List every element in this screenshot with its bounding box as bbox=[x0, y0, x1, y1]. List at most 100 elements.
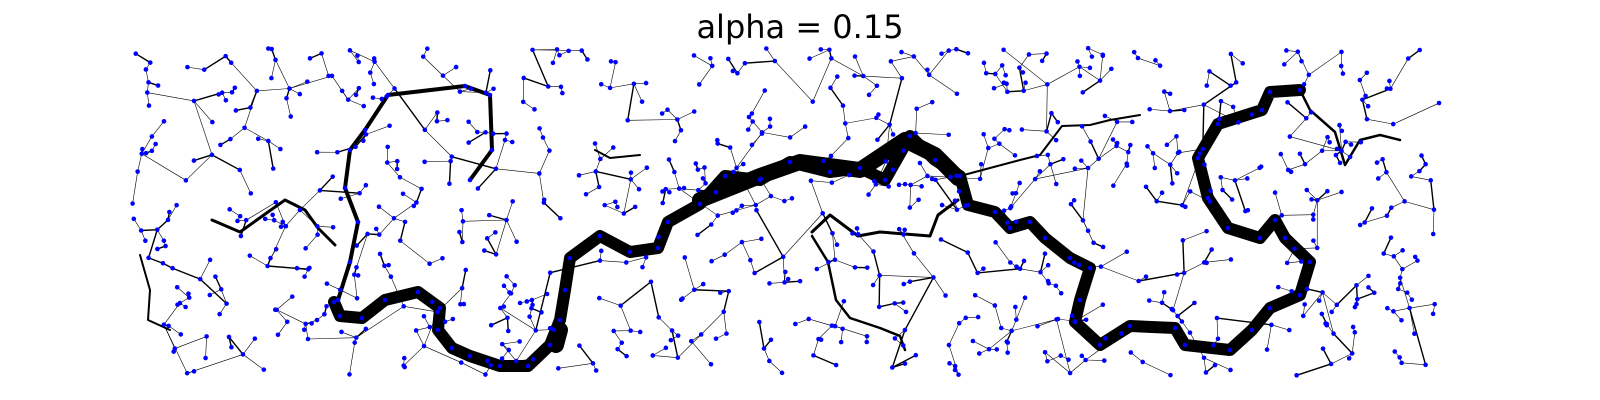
node bbox=[1389, 205, 1394, 210]
node bbox=[278, 224, 284, 230]
node bbox=[466, 140, 471, 145]
node bbox=[370, 95, 376, 100]
node bbox=[696, 82, 702, 87]
edge bbox=[1087, 47, 1103, 56]
edge bbox=[652, 347, 667, 356]
node bbox=[1125, 149, 1131, 155]
node bbox=[1055, 119, 1061, 125]
edge bbox=[137, 153, 143, 172]
node bbox=[493, 166, 499, 172]
node bbox=[802, 124, 808, 129]
node bbox=[435, 309, 440, 315]
edge bbox=[724, 241, 743, 255]
node bbox=[547, 325, 553, 331]
node bbox=[371, 56, 377, 61]
node bbox=[1100, 244, 1106, 250]
node bbox=[954, 207, 960, 213]
node bbox=[597, 233, 603, 239]
node bbox=[625, 118, 631, 123]
edge bbox=[813, 354, 837, 366]
node bbox=[382, 263, 387, 269]
edge bbox=[913, 56, 930, 76]
node bbox=[524, 299, 530, 304]
node bbox=[830, 230, 835, 236]
node bbox=[527, 314, 532, 319]
node bbox=[643, 80, 649, 86]
node bbox=[483, 130, 488, 135]
node bbox=[619, 340, 625, 346]
node bbox=[708, 222, 714, 227]
node bbox=[411, 203, 417, 209]
edge bbox=[249, 90, 258, 108]
edge bbox=[1306, 189, 1318, 201]
node bbox=[210, 119, 215, 125]
edge bbox=[919, 162, 928, 177]
node bbox=[1021, 88, 1026, 94]
node bbox=[621, 211, 627, 216]
node bbox=[420, 54, 426, 59]
edge bbox=[755, 195, 772, 206]
edge bbox=[723, 311, 727, 334]
node bbox=[165, 217, 171, 223]
node bbox=[1329, 309, 1335, 315]
edge bbox=[662, 188, 667, 204]
node bbox=[902, 361, 908, 366]
edge bbox=[1266, 324, 1272, 350]
main-flow-path bbox=[328, 84, 1316, 372]
node bbox=[666, 157, 672, 162]
edge bbox=[789, 126, 806, 138]
edge bbox=[1288, 163, 1306, 171]
node bbox=[1388, 235, 1394, 240]
node bbox=[161, 119, 167, 124]
node bbox=[1388, 86, 1393, 92]
edge bbox=[999, 143, 1016, 156]
node bbox=[779, 370, 785, 376]
branch-mid-upper bbox=[594, 149, 641, 159]
node bbox=[1240, 61, 1246, 66]
edge bbox=[307, 337, 357, 340]
edge bbox=[613, 330, 623, 343]
node bbox=[1197, 151, 1203, 156]
node bbox=[1174, 134, 1179, 139]
edge bbox=[940, 238, 969, 254]
edge bbox=[326, 283, 341, 291]
node bbox=[201, 67, 207, 72]
edge bbox=[599, 297, 621, 306]
node bbox=[1428, 178, 1434, 183]
node bbox=[1140, 359, 1145, 365]
node bbox=[303, 321, 308, 327]
node bbox=[644, 165, 650, 170]
edge bbox=[1408, 307, 1427, 366]
node bbox=[1201, 102, 1207, 107]
node bbox=[1331, 331, 1336, 336]
node bbox=[1164, 142, 1170, 148]
node bbox=[734, 208, 739, 213]
node bbox=[490, 131, 496, 136]
edge bbox=[177, 287, 190, 298]
edge bbox=[228, 336, 244, 355]
node bbox=[682, 255, 688, 260]
node bbox=[925, 67, 930, 73]
node bbox=[972, 292, 978, 298]
node bbox=[827, 169, 833, 175]
edge bbox=[831, 58, 864, 77]
edge bbox=[782, 256, 785, 283]
node bbox=[1400, 248, 1405, 253]
node bbox=[1045, 262, 1051, 268]
node bbox=[1017, 180, 1022, 186]
node bbox=[223, 98, 229, 103]
edge bbox=[461, 362, 486, 375]
node bbox=[1395, 286, 1401, 292]
node bbox=[347, 372, 352, 377]
node bbox=[1281, 62, 1287, 67]
edge bbox=[1364, 208, 1373, 223]
node bbox=[1044, 51, 1049, 56]
node bbox=[338, 196, 344, 201]
node bbox=[460, 219, 466, 224]
node bbox=[981, 266, 986, 271]
edge bbox=[133, 218, 142, 231]
edge bbox=[831, 174, 850, 183]
node bbox=[1227, 347, 1233, 353]
node bbox=[680, 296, 685, 301]
node bbox=[440, 255, 445, 261]
